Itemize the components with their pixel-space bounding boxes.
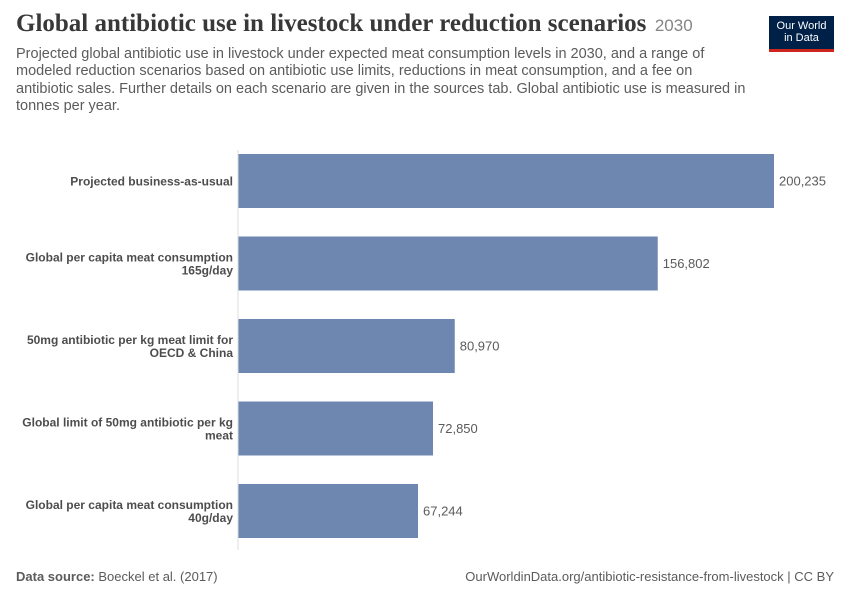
url-license[interactable]: OurWorldinData.org/antibiotic-resistance…: [465, 569, 834, 584]
category-label-2: 50mg antibiotic per kg meat limit for OEC…: [27, 333, 233, 360]
source-label: Data source:: [16, 569, 95, 584]
value-label-3: 72,850: [438, 421, 478, 436]
chart-title: Global antibiotic use in livestock under…: [16, 10, 647, 37]
value-label-1: 156,802: [663, 256, 710, 271]
category-label-3: Global limit of 50mg antibiotic per kg me…: [22, 416, 233, 443]
bar-1[interactable]: [238, 236, 658, 291]
logo-line-2: in Data: [784, 32, 819, 44]
bar-4[interactable]: [238, 484, 419, 538]
category-label-0: Projected business-as-usual: [70, 175, 233, 189]
logo-line-1: Our World: [776, 20, 827, 32]
chart-subtitle: Projected global antibiotic use in lives…: [16, 45, 746, 115]
category-label-line: Projected business-as-usual: [70, 175, 233, 189]
category-label-line: 165g/day: [182, 264, 234, 278]
bar-0[interactable]: [238, 154, 774, 208]
bar-3[interactable]: [238, 401, 434, 456]
bars-group: 200,235 Projected business-as-usual 156,80…: [22, 154, 826, 538]
category-label-line: meat: [205, 429, 233, 443]
chart-footer: Data source: Boeckel et al. (2017) OurWo…: [16, 569, 834, 584]
category-label-4: Global per capita meat consumption 40g/da…: [26, 498, 234, 525]
category-label-line: OECD & China: [150, 346, 234, 360]
bar-2[interactable]: [238, 319, 455, 373]
category-label-1: Global per capita meat consumption 165g/d…: [26, 251, 234, 278]
value-label-2: 80,970: [460, 339, 500, 354]
chart-header: Global antibiotic use in livestock under…: [16, 10, 756, 116]
category-label-line: Global limit of 50mg antibiotic per kg: [22, 416, 233, 430]
title-row: Global antibiotic use in livestock under…: [16, 10, 756, 38]
category-label-line: Global per capita meat consumption: [26, 251, 233, 265]
chart-year: 2030: [654, 16, 693, 35]
value-label-0: 200,235: [779, 174, 826, 189]
owid-logo[interactable]: Our World in Data: [769, 16, 834, 52]
category-label-line: 50mg antibiotic per kg meat limit for: [27, 333, 233, 347]
value-label-4: 67,244: [423, 504, 463, 519]
category-label-line: 40g/day: [188, 511, 233, 525]
source-value[interactable]: Boeckel et al. (2017): [98, 569, 218, 584]
category-label-line: Global per capita meat consumption: [26, 498, 233, 512]
